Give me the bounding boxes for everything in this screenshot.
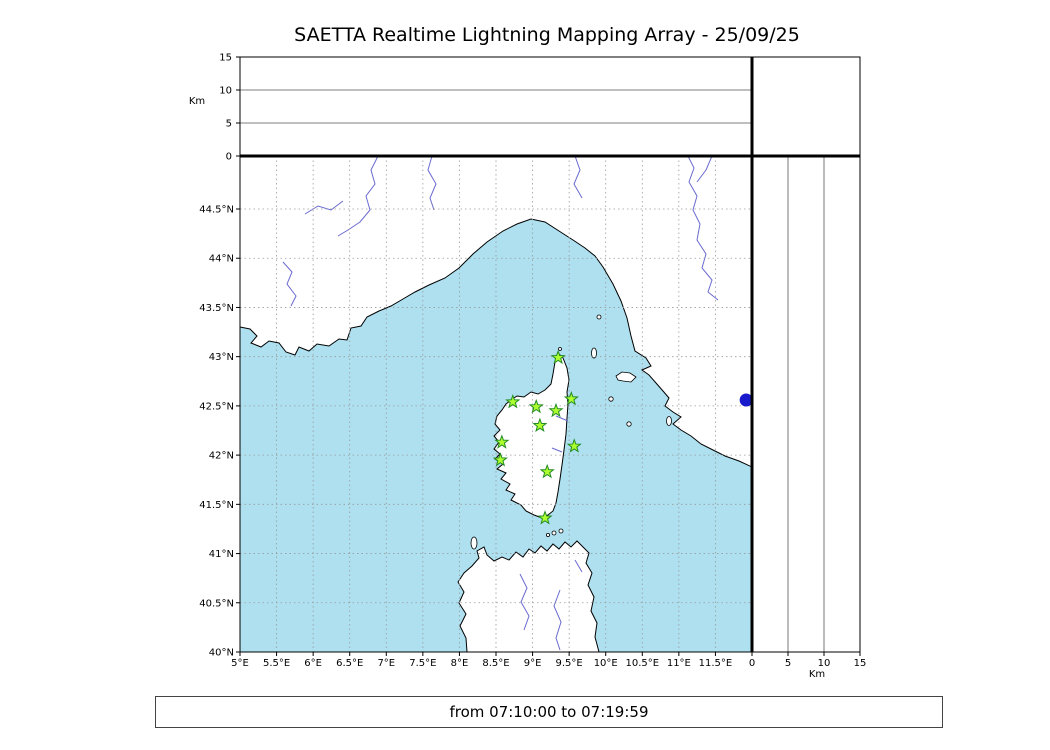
lat-tick-label: 44°N [209, 254, 234, 265]
lat-tick-label: 42°N [209, 451, 234, 462]
lon-tick-label: 7°E [377, 658, 395, 669]
river [687, 156, 719, 301]
station-star [548, 402, 564, 418]
histogram-box [752, 57, 860, 156]
river [427, 156, 437, 211]
lat-tick-label: 40.5°N [199, 598, 234, 609]
river [519, 573, 530, 631]
event-dot [739, 393, 752, 407]
alt-right-tick-label: 5 [785, 658, 791, 669]
lat-tick-label: 44.5°N [199, 205, 234, 216]
island [615, 371, 637, 383]
lat-tick-label: 41.5°N [199, 500, 234, 511]
time-range-box: from 07:10:00 to 07:19:59 [155, 696, 943, 728]
lat-tick-label: 43°N [209, 352, 234, 363]
station-star [492, 452, 508, 467]
station-star [550, 349, 566, 365]
alt-top-tick-label: 10 [219, 86, 232, 97]
river [555, 415, 569, 422]
station-star [505, 393, 521, 409]
alt-right-tick-label: 0 [749, 658, 755, 669]
coastline-continent [240, 156, 752, 468]
alt-right-tick-label: 15 [854, 658, 867, 669]
lon-tick-label: 5.5°E [263, 658, 290, 669]
lon-tick-label: 9°E [524, 658, 542, 669]
island [546, 533, 551, 538]
island [608, 396, 614, 402]
island [551, 530, 557, 536]
station-star [563, 391, 579, 406]
time-range-text: from 07:10:00 to 07:19:59 [449, 703, 649, 721]
island [591, 347, 597, 359]
river [696, 156, 713, 183]
station-star [539, 463, 555, 479]
page-title: SAETTA Realtime Lightning Mapping Array … [294, 24, 800, 46]
river [282, 261, 297, 307]
alt-top-tick-label: 0 [226, 152, 232, 163]
lon-tick-label: 11.5°E [699, 658, 733, 669]
river [553, 589, 562, 651]
island [596, 314, 602, 320]
island [470, 536, 478, 550]
lon-tick-label: 10°E [594, 658, 618, 669]
station-star [566, 438, 582, 453]
island [558, 347, 562, 351]
alt-top-tick-label: 5 [226, 119, 232, 130]
lon-tick-label: 6.5°E [336, 658, 363, 669]
river [551, 447, 563, 453]
lat-tick-label: 41°N [209, 549, 234, 560]
lon-tick-label: 7.5°E [409, 658, 436, 669]
map-layer [240, 156, 752, 652]
alt-top-tick-label: 15 [219, 53, 232, 64]
lon-tick-label: 9.5°E [556, 658, 583, 669]
altitude-panel-right [752, 156, 860, 652]
altitude-panel-top [240, 57, 752, 156]
lat-tick-label: 40°N [209, 648, 234, 659]
river [304, 200, 344, 215]
coastline-sardinia [457, 540, 600, 652]
lat-tick-label: 42.5°N [199, 401, 234, 412]
km-label-right: Km [809, 669, 825, 680]
river [573, 156, 583, 199]
lon-tick-label: 8°E [451, 658, 469, 669]
station-star [537, 510, 553, 525]
station-star [532, 417, 548, 433]
station-star [528, 398, 544, 414]
lon-tick-label: 6°E [304, 658, 322, 669]
lon-tick-label: 5°E [231, 658, 249, 669]
alt-right-tick-label: 10 [818, 658, 831, 669]
island [558, 528, 564, 534]
island [666, 416, 672, 426]
lon-tick-label: 8.5°E [482, 658, 509, 669]
station-star [494, 434, 510, 449]
km-label-top: Km [189, 96, 205, 107]
lon-tick-label: 11°E [667, 658, 691, 669]
river [574, 559, 583, 573]
island [626, 421, 632, 427]
lat-tick-label: 43.5°N [199, 303, 234, 314]
lon-tick-label: 10.5°E [625, 658, 659, 669]
